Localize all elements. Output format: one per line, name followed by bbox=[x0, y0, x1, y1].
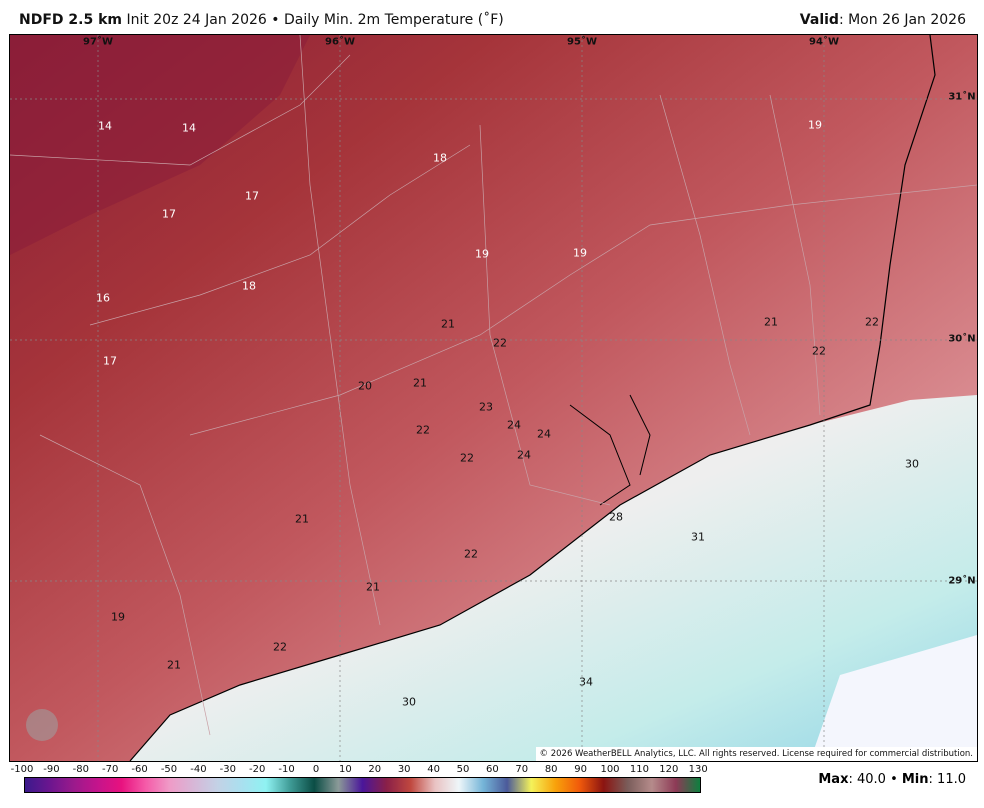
colorbar-tick: 100 bbox=[600, 764, 620, 775]
temperature-label: 34 bbox=[579, 675, 593, 689]
colorbar-tick: -20 bbox=[249, 764, 266, 775]
lat-label: 30˚N bbox=[948, 333, 976, 345]
temperature-label: 24 bbox=[537, 427, 551, 441]
temperature-label: 21 bbox=[366, 580, 380, 594]
temperature-label: 17 bbox=[103, 354, 117, 368]
min-value: : 11.0 bbox=[928, 772, 966, 787]
colorbar-tick: -80 bbox=[72, 764, 89, 775]
colorbar-tick: 40 bbox=[427, 764, 440, 775]
weatherbell-logo bbox=[26, 709, 58, 741]
colorbar-tick: -30 bbox=[219, 764, 236, 775]
galveston-bay bbox=[569, 394, 651, 506]
lon-label: 95˚W bbox=[567, 36, 597, 48]
lat-label: 31˚N bbox=[948, 91, 976, 103]
temperature-label: 21 bbox=[441, 317, 455, 331]
colorbar-tick: -40 bbox=[190, 764, 207, 775]
colorbar-tick: 20 bbox=[368, 764, 382, 775]
colorbar-tick: 90 bbox=[574, 764, 587, 775]
lon-label: 96˚W bbox=[325, 36, 355, 48]
max-min-stats: Max: 40.0 • Min: 11.0 bbox=[818, 772, 966, 787]
temperature-label: 24 bbox=[507, 418, 521, 432]
temperature-label: 22 bbox=[460, 451, 474, 465]
temperature-label: 22 bbox=[493, 336, 507, 350]
min-label: Min bbox=[901, 772, 929, 787]
map-title: NDFD 2.5 km Init 20z 24 Jan 2026 • Daily… bbox=[19, 12, 504, 28]
temperature-label: 30 bbox=[402, 695, 416, 709]
temperature-label: 19 bbox=[111, 610, 125, 624]
max-value: : 40.0 bbox=[848, 772, 886, 787]
colorbar-tick: 50 bbox=[456, 764, 470, 775]
temperature-label: 14 bbox=[98, 119, 112, 133]
separator: • bbox=[271, 12, 280, 28]
gulf-water bbox=[130, 395, 977, 761]
valid-time: Valid: Mon 26 Jan 2026 bbox=[800, 12, 966, 28]
colorbar-tick: -60 bbox=[131, 764, 148, 775]
temperature-label: 18 bbox=[242, 279, 256, 293]
lon-label: 97˚W bbox=[83, 36, 113, 48]
copyright: © 2026 WeatherBELL Analytics, LLC. All r… bbox=[535, 747, 977, 761]
colorbar bbox=[24, 777, 701, 793]
temperature-label: 24 bbox=[517, 448, 531, 462]
colorbar-tick: -50 bbox=[160, 764, 178, 775]
colorbar-tick: 10 bbox=[339, 764, 352, 775]
temperature-label: 22 bbox=[812, 344, 826, 358]
colorbar-tick: 130 bbox=[688, 764, 708, 775]
colorbar-tick: -70 bbox=[102, 764, 119, 775]
no-data-region bbox=[810, 635, 977, 761]
colorbar-tick: 70 bbox=[515, 764, 529, 775]
county-lines bbox=[10, 35, 977, 736]
colorbar-tick: 30 bbox=[397, 764, 411, 775]
temperature-label: 14 bbox=[182, 121, 196, 135]
valid-label: Valid bbox=[799, 12, 839, 28]
separator: • bbox=[885, 772, 902, 787]
temperature-label: 18 bbox=[433, 151, 447, 165]
temperature-label: 22 bbox=[273, 640, 287, 654]
product-name: Daily Min. 2m Temperature (˚F) bbox=[283, 12, 504, 28]
temperature-map[interactable]: 14 14 17 17 18 19 19 19 16 18 17 21 22 21 22 22 20 21 23 24… bbox=[9, 34, 978, 762]
temperature-label: 17 bbox=[245, 189, 259, 203]
temperature-label: 20 bbox=[358, 379, 372, 393]
temperature-label: 16 bbox=[96, 291, 110, 305]
lat-label: 29˚N bbox=[948, 575, 976, 587]
init-time: Init 20z 24 Jan 2026 bbox=[126, 12, 267, 28]
temperature-label: 28 bbox=[609, 510, 623, 524]
model-name: NDFD 2.5 km bbox=[19, 12, 122, 28]
colorbar-tick: -90 bbox=[43, 764, 60, 775]
temperature-label: 21 bbox=[413, 376, 427, 390]
temperature-label: 31 bbox=[691, 530, 705, 544]
temperature-label: 23 bbox=[479, 400, 493, 414]
temperature-label: 22 bbox=[416, 423, 430, 437]
temperature-label: 21 bbox=[764, 315, 778, 329]
temperature-label: 22 bbox=[865, 315, 879, 329]
temperature-label: 21 bbox=[167, 658, 181, 672]
temperature-label: 19 bbox=[573, 246, 587, 260]
temperature-label: 22 bbox=[464, 547, 478, 561]
temperature-label: 21 bbox=[295, 512, 309, 526]
colorbar-tick: 0 bbox=[312, 764, 320, 775]
colorbar-tick: 80 bbox=[544, 764, 558, 775]
temperature-label: 19 bbox=[808, 118, 822, 132]
colorbar-tick: -100 bbox=[10, 764, 34, 775]
map-canvas bbox=[10, 35, 977, 761]
colorbar-tick: 120 bbox=[659, 764, 679, 775]
max-label: Max bbox=[818, 772, 849, 787]
colorbar-tick: 110 bbox=[629, 764, 649, 775]
cold-region bbox=[10, 35, 310, 255]
colorbar-tick: 60 bbox=[486, 764, 499, 775]
temperature-label: 17 bbox=[162, 207, 176, 221]
lon-label: 94˚W bbox=[809, 36, 839, 48]
graticule bbox=[10, 35, 977, 761]
coastline bbox=[129, 35, 936, 761]
temperature-label: 30 bbox=[905, 457, 919, 471]
temperature-label: 19 bbox=[475, 247, 489, 261]
valid-value: : Mon 26 Jan 2026 bbox=[838, 12, 966, 28]
colorbar-tick: -10 bbox=[278, 764, 295, 775]
